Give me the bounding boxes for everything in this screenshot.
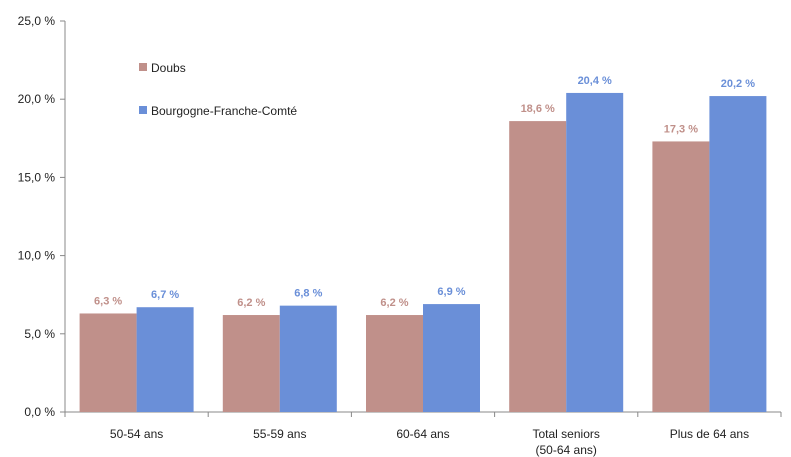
data-label: 18,6 % — [521, 103, 555, 115]
legend-swatch-bfc — [139, 106, 147, 114]
bar-doubs — [652, 141, 710, 413]
y-tick-label: 20,0 % — [18, 92, 56, 106]
x-tick-label: Plus de 64 ans — [670, 427, 749, 441]
data-label: 6,7 % — [151, 289, 179, 301]
bar-bfc — [423, 304, 480, 412]
chart-data-labels: 6,3 % 6,7 % 6,2 % 6,8 % 6,2 % 6,9 % 18,6 % 20,4… — [94, 75, 755, 309]
legend-label-bfc: Bourgogne-Franche-Comté — [151, 104, 297, 118]
x-tick-label: Total seniors (50-64 ans) — [533, 427, 600, 457]
bar-bfc — [566, 92, 624, 412]
data-label: 17,3 % — [664, 123, 698, 135]
chart-bars — [79, 92, 767, 413]
bar-doubs — [79, 313, 137, 412]
y-tick-label: 25,0 % — [18, 14, 56, 28]
data-label: 20,4 % — [578, 75, 612, 87]
data-label: 20,2 % — [721, 78, 755, 90]
bar-bfc — [709, 96, 767, 413]
bar-bfc — [136, 307, 194, 412]
data-label: 6,9 % — [437, 286, 465, 298]
y-tick-label: 15,0 % — [18, 170, 56, 184]
x-tick-label: 50-54 ans — [110, 427, 163, 441]
legend-swatch-doubs — [139, 63, 147, 71]
x-tick-label: 55-59 ans — [253, 427, 306, 441]
chart-legend: Doubs Bourgogne-Franche-Comté — [139, 61, 297, 118]
data-label: 6,3 % — [94, 295, 122, 307]
chart-axes: 0,0 % 5,0 % 10,0 % 15,0 % 20,0 % 25,0 % 50-54 … — [18, 14, 782, 457]
y-tick-label: 10,0 % — [18, 249, 56, 263]
legend-label-doubs: Doubs — [151, 61, 186, 75]
bar-doubs — [222, 315, 280, 412]
data-label: 6,2 % — [237, 297, 265, 309]
bar-doubs — [509, 121, 567, 412]
y-tick-label: 5,0 % — [24, 327, 55, 341]
y-tick-label: 0,0 % — [24, 405, 55, 419]
bar-doubs — [366, 315, 423, 412]
data-label: 6,8 % — [294, 288, 322, 300]
data-label: 6,2 % — [380, 297, 408, 309]
bar-bfc — [279, 305, 337, 412]
x-tick-label: 60-64 ans — [396, 427, 449, 441]
